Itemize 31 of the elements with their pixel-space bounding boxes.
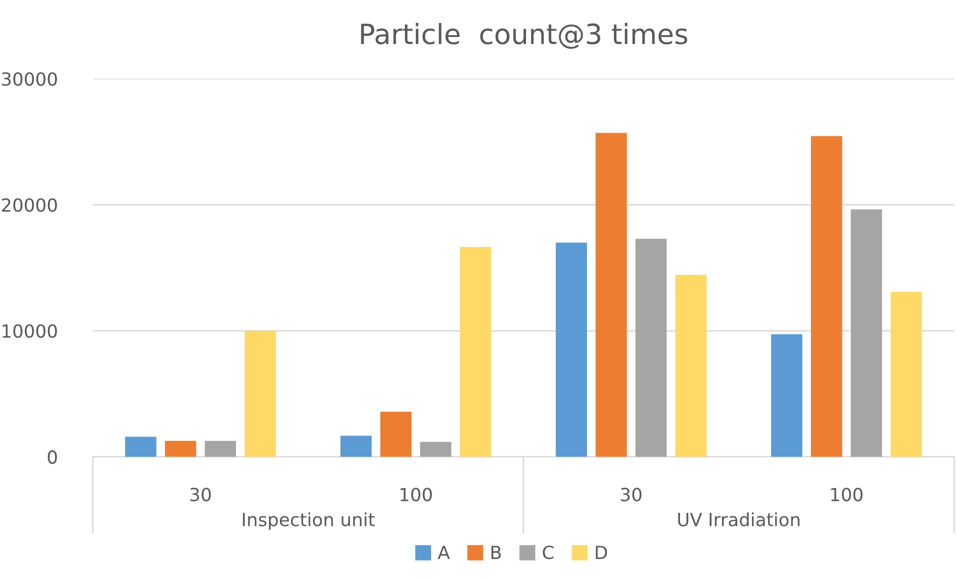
bar xyxy=(810,136,842,457)
x-tick-label: 30 xyxy=(621,488,642,502)
x-tick-label: 100 xyxy=(831,488,862,502)
bar xyxy=(890,292,922,457)
bar xyxy=(850,209,882,457)
y-tick-label: 30000 xyxy=(2,72,57,86)
bar xyxy=(244,330,276,457)
y-tick-label: 0 xyxy=(48,450,57,464)
chart-title: Particle count@3 times xyxy=(361,22,688,49)
legend-label: D xyxy=(596,546,607,559)
bar xyxy=(204,440,236,457)
bar xyxy=(556,242,587,457)
x-tick-label: 100 xyxy=(400,488,432,502)
bar xyxy=(340,436,372,457)
bar xyxy=(596,132,627,457)
bar xyxy=(635,238,667,457)
text: Inspection unit xyxy=(242,512,375,530)
y-tick-label: 20000 xyxy=(2,198,57,212)
bar xyxy=(420,442,452,457)
legend-label: C xyxy=(542,546,554,560)
legend-label: B xyxy=(491,546,501,559)
bar xyxy=(460,246,492,457)
text: UV Irradiation xyxy=(678,512,800,526)
bar xyxy=(164,440,196,457)
y-tick-label: 10000 xyxy=(2,324,57,338)
legend-label: A xyxy=(438,546,450,559)
x-tick-label: 30 xyxy=(190,488,211,502)
bar xyxy=(125,436,156,457)
bar xyxy=(675,274,707,457)
bar xyxy=(380,412,412,457)
bar xyxy=(771,334,802,457)
